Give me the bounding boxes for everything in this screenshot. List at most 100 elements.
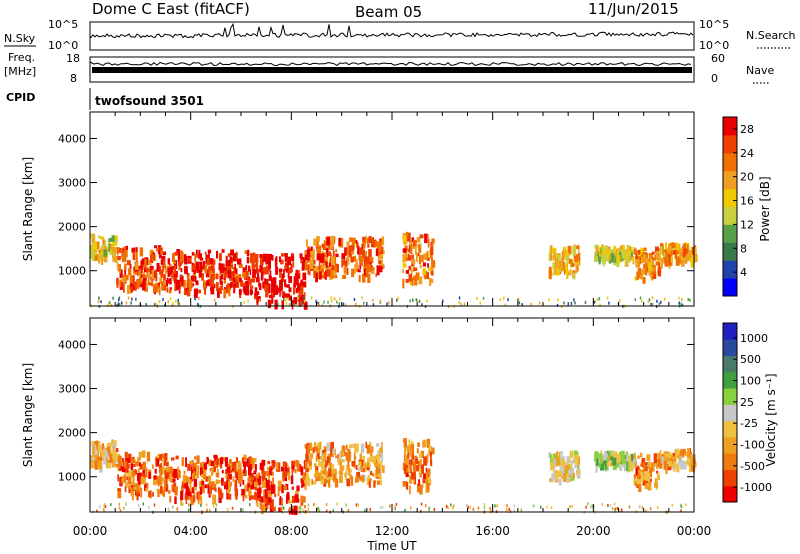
velocity-cell: [326, 456, 330, 464]
power-cell: [411, 270, 413, 275]
velocity-cell: [693, 454, 696, 465]
velocity-cell: [200, 504, 202, 507]
power-cell: [253, 264, 256, 269]
power-cell: [268, 253, 273, 260]
power-cell: [260, 271, 264, 280]
velocity-cell: [101, 443, 105, 449]
power-cell: [655, 261, 659, 266]
power-cell: [174, 251, 178, 256]
power-cell: [199, 269, 202, 278]
velocity-cell: [318, 460, 320, 467]
velocity-cell: [203, 484, 208, 489]
velocity-cell: [170, 457, 175, 461]
power-cell: [415, 246, 417, 255]
velocity-cell: [675, 450, 679, 460]
velocity-cell: [136, 473, 141, 482]
velocity-cell: [209, 509, 211, 512]
power-cell: [577, 252, 581, 262]
power-cell: [365, 267, 369, 276]
power-cell: [99, 255, 101, 260]
velocity-cell: [569, 450, 574, 458]
velocity-cell: [415, 465, 419, 471]
power-cell: [185, 259, 187, 265]
velocity-cell: [329, 453, 332, 460]
velocity-cell: [453, 504, 455, 508]
power-cell: [402, 278, 405, 289]
velocity-cell: [418, 469, 422, 475]
velocity-cell: [620, 450, 625, 461]
power-cell: [112, 243, 115, 250]
power-cell: [319, 271, 322, 280]
power-cell: [116, 247, 120, 254]
time-tick-label: 12:00: [375, 524, 410, 538]
power-cell: [171, 303, 174, 307]
velocity-cell: [342, 465, 344, 471]
power-cell: [600, 248, 603, 255]
power-cell: [654, 254, 656, 261]
velocity-cell: [277, 480, 282, 487]
power-colorbar-frame: [722, 116, 738, 297]
power-cell: [409, 278, 413, 285]
power-cell: [215, 273, 219, 280]
power-cell: [283, 269, 285, 278]
velocity-cell: [310, 453, 314, 459]
power-cell: [287, 260, 289, 271]
velocity-cell: [294, 494, 299, 503]
power-cell: [249, 269, 252, 275]
velocity-cell: [263, 489, 265, 500]
velocity-cell: [321, 453, 323, 460]
velocity-cell: [379, 449, 382, 456]
power-cell: [361, 243, 364, 251]
velocity-cell: [262, 474, 265, 484]
power-cell: [686, 253, 690, 261]
velocity-cell: [203, 469, 207, 475]
velocity-cell: [379, 506, 382, 510]
velocity-cell: [348, 468, 352, 473]
velocity-cell: [140, 476, 144, 485]
power-colorbar-tick-label: 12: [740, 218, 754, 231]
power-cell: [90, 248, 93, 254]
velocity-cell: [323, 480, 326, 487]
power-cell: [360, 256, 364, 266]
power-cell: [320, 273, 324, 279]
power-cell: [379, 238, 382, 245]
velocity-cell: [553, 459, 556, 469]
velocity-cell: [123, 506, 125, 510]
velocity-cell: [355, 475, 359, 483]
velocity-cell: [250, 475, 254, 481]
velocity-cell: [349, 473, 352, 480]
power-cell: [155, 282, 159, 293]
power-cell: [430, 278, 434, 284]
velocity-cell: [376, 454, 380, 463]
velocity-cell: [611, 450, 613, 455]
power-cell: [411, 254, 414, 264]
power-cell: [567, 245, 572, 255]
velocity-cell: [250, 457, 254, 464]
power-cell: [626, 248, 628, 258]
power-cell: [293, 287, 295, 295]
power-cell: [246, 256, 250, 264]
velocity-cell: [365, 441, 368, 449]
power-cell: [204, 288, 207, 295]
time-tick-label: 00:00: [73, 524, 108, 538]
power-cell: [90, 249, 95, 259]
power-cell: [548, 298, 550, 302]
velocity-colorbar-tick-label: 500: [740, 353, 761, 366]
power-cell: [499, 298, 502, 302]
velocity-cell: [138, 451, 142, 457]
velocity-cell: [200, 485, 205, 494]
power-cell: [690, 247, 694, 254]
velocity-cell: [601, 454, 605, 461]
power-cell: [669, 246, 672, 254]
power-cell: [335, 253, 339, 258]
velocity-cell: [213, 461, 218, 467]
power-cell: [318, 245, 322, 254]
velocity-cell: [684, 451, 688, 457]
velocity-cell: [110, 503, 112, 507]
velocity-cell: [568, 477, 572, 483]
power-cell: [251, 278, 256, 283]
velocity-cell: [608, 451, 613, 457]
power-cell: [295, 276, 299, 286]
power-cell: [217, 288, 220, 298]
power-cell: [150, 254, 153, 263]
